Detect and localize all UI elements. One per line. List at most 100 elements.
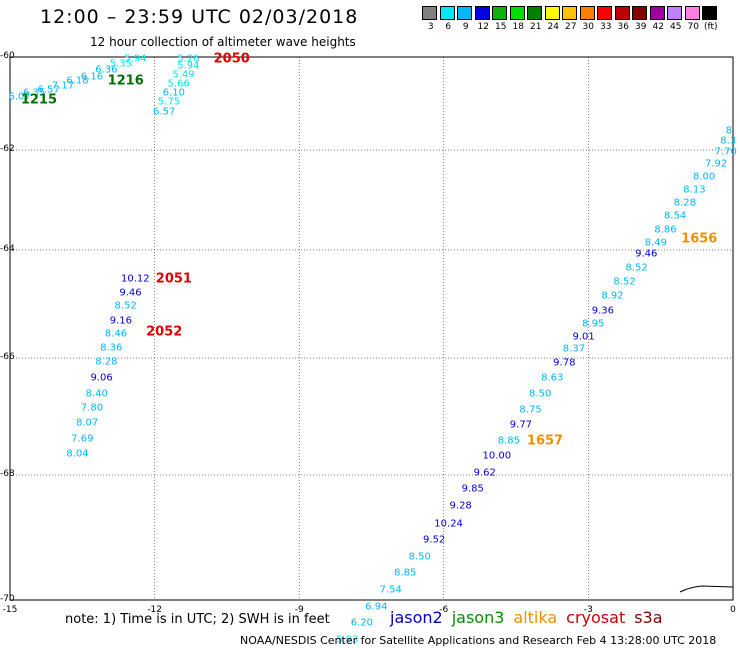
wave-height-value: 6.10 [162,87,186,99]
wave-height-value: 7.17 [51,80,75,92]
coastline [679,585,734,593]
pass-time-label: 2050 [213,51,250,67]
units-note: note: 1) Time is in UTC; 2) SWH is in fe… [65,612,330,627]
wave-height-value: 8.28 [673,197,696,209]
wave-height-value: 9.06 [90,372,113,384]
satellite-name: cryosat [566,608,626,627]
wave-height-value: 6.57 [153,106,176,118]
wave-height-value: 8.95 [582,318,605,330]
lon-tick-label: -3 [583,605,593,615]
satellite-name: s3a [634,608,663,627]
wave-height-value: 5.49 [172,69,195,81]
wave-height-value: 5.66 [167,78,190,90]
wave-height-value: 6.94 [365,601,388,613]
legend-label: 36 [617,22,629,32]
wave-height-value: 9.16 [109,315,132,327]
wave-height-value: 9.46 [119,287,142,299]
wave-height-value: 7.70 [714,146,737,158]
wave-height-value: 6.18 [66,75,89,87]
wave-height-value: 9.52 [423,534,446,546]
legend-swatch [474,6,490,20]
wave-height-value: 6.20 [350,617,373,629]
wave-height-value: 8.54 [664,210,687,222]
wave-height-value: 8.28 [95,356,118,368]
wave-height-value: 9.46 [635,248,658,260]
legend-label: 45 [670,22,682,32]
wave-height-value: 8.49 [644,237,668,248]
legend-label: 27 [565,22,577,32]
wave-height-value: 6.07 [8,91,31,103]
wave-height-value: 8.3 [720,135,737,147]
wave-height-value: 8.52 [114,300,137,312]
wave-height-value: 5.94 [124,53,147,65]
credit-line: NOAA/NESDIS Center for Satellite Applica… [240,634,717,647]
satellite-legend: jason2 jason3 altika cryosat s3a [390,608,672,627]
lat-tick-label: -66 [0,352,15,362]
pass-time-label: 1657 [526,433,564,449]
wave-height-value: 10.12 [120,273,150,285]
legend-swatch [509,6,525,20]
wave-height-value: 9.62 [473,467,496,479]
pass-time-label: 2052 [146,324,183,340]
wave-height-value: 9.36 [591,305,614,317]
wave-height-value: 8.40 [85,388,108,400]
wave-height-value: 5.75 [157,96,181,108]
satellite-name: altika [513,608,558,627]
wave-height-value: 8.37 [562,343,586,355]
wave-height-value: 6.36 [95,64,118,76]
legend-label: (ft) [703,22,718,32]
wave-height-value: 7.80 [80,402,104,414]
wave-height-value: 9.85 [461,483,484,495]
wave-height-value: 8.00 [692,171,716,182]
wave-height-value: 5.35 [109,58,132,70]
legend-swatch [684,6,700,20]
wave-height-value: 6.35 [22,87,46,99]
wave-height-value: 7.54 [379,584,402,596]
legend-swatch [614,6,630,20]
legend-label: 70 [687,22,699,32]
legend-label: 39 [635,22,647,32]
wave-height-value: 8.46 [104,328,128,340]
wave-height-value: 8.52 [625,262,648,274]
plot-frame [9,56,734,601]
legend-label: 15 [495,22,507,32]
legend-swatch [632,6,647,20]
legend-label: 33 [600,22,612,32]
legend-swatch [492,6,507,20]
wave-height-value: 5.26 [177,53,200,65]
wave-height-value: 6.57 [37,84,60,96]
wave-height-value: 8.07 [75,417,99,429]
legend-label: 21 [530,22,542,32]
pass-time-label: 1215 [20,92,57,108]
wave-height-value: 8.52 [613,276,636,288]
legend-label: 18 [512,22,524,32]
wave-height-value: 8.13 [683,184,706,195]
wave-height-value: 8.85 [394,567,417,578]
legend-swatch [702,6,717,20]
wave-height-value: 8.85 [497,435,520,447]
legend-swatch [667,6,682,20]
wave-height-value: 10.24 [434,518,463,530]
wave-height-value: 8.04 [66,448,89,460]
legend-label: 24 [547,22,559,32]
pass-time-label: 1656 [681,231,718,247]
page-subtitle: 12 hour collection of altimeter wave hei… [90,35,356,49]
wave-height-value: 8.75 [519,404,542,416]
legend-label: 12 [477,22,489,32]
lat-tick-label: -62 [0,144,15,154]
lat-tick-label: -60 [0,51,15,61]
legend-label: 6 [445,22,452,32]
page-title: 12:00 – 23:59 UTC 02/03/2018 [40,6,359,28]
pass-time-label: 1216 [107,73,144,89]
legend-swatch [562,6,577,20]
legend-label: 3 [427,22,434,32]
satellite-name: jason3 [451,608,505,627]
lat-tick-label: -64 [0,244,15,254]
wave-height-value: 9.28 [449,500,472,512]
legend-swatch [527,6,542,20]
pass-time-label: 2051 [155,271,192,287]
lon-tick-label: -6 [439,605,449,615]
satellite-name: jason2 [390,608,443,627]
lat-tick-label: -70 [0,594,15,604]
